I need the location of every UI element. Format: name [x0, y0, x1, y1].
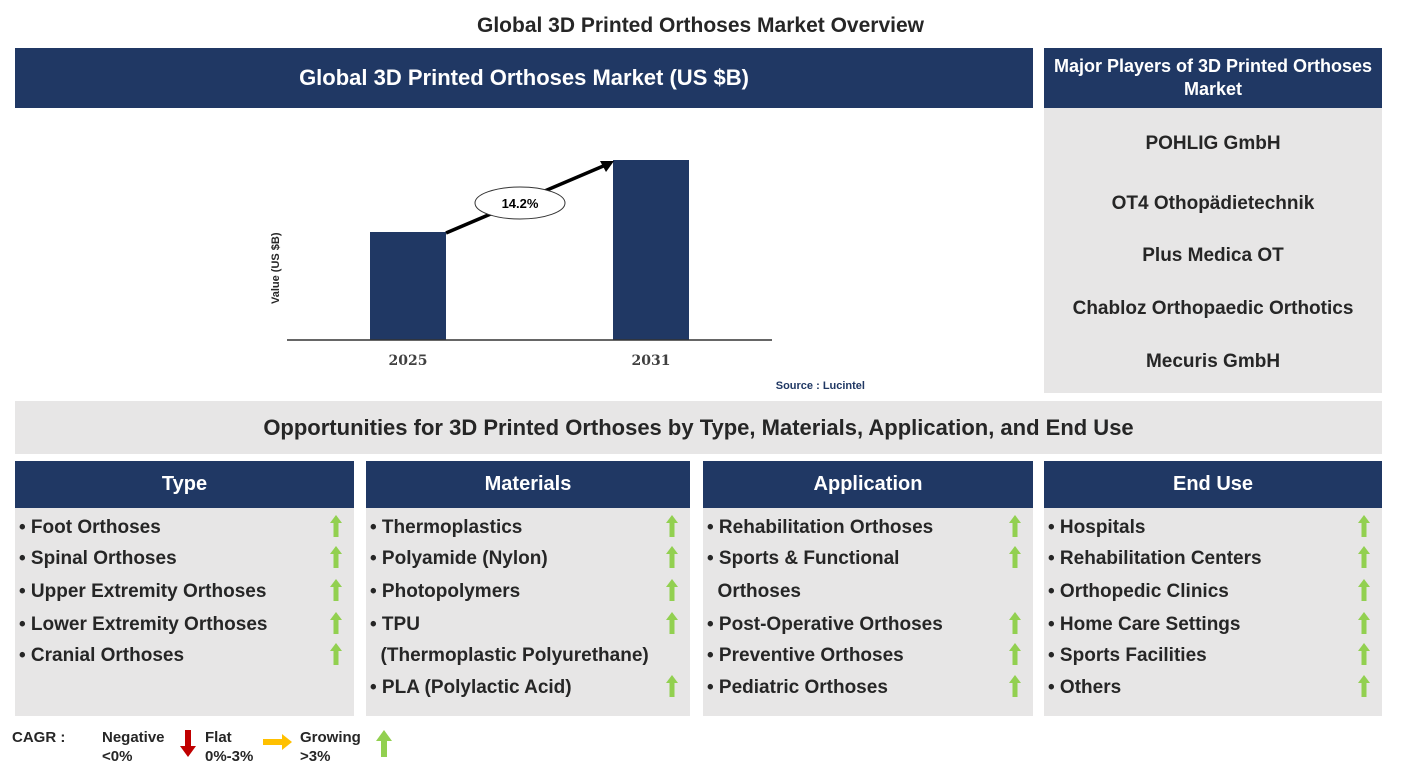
- player-item: Plus Medica OT: [1142, 245, 1284, 266]
- list-item: • Cranial Orthoses: [19, 645, 185, 666]
- green-up-arrow-icon: [1358, 612, 1370, 634]
- bar-2031: [613, 160, 689, 340]
- green-up-arrow-icon: [666, 612, 678, 634]
- player-item: POHLIG GmbH: [1145, 133, 1281, 154]
- column-header: End Use: [1044, 461, 1382, 508]
- chart-header: Global 3D Printed Orthoses Market (US $B…: [15, 48, 1033, 108]
- list-item: • Others: [1048, 677, 1122, 698]
- column-header: Application: [703, 461, 1033, 508]
- growth-arrowhead: [600, 161, 614, 172]
- column-body: • Foot Orthoses • Spinal Orthoses • Upper …: [15, 508, 354, 716]
- list-item: • Sports Facilities: [1048, 645, 1207, 666]
- green-up-arrow-icon: [1358, 643, 1370, 665]
- green-up-arrow-icon: [666, 675, 678, 697]
- legend-flat: Flat 0%-3%: [205, 728, 253, 766]
- legend-flat-label: Flat: [205, 729, 232, 746]
- list-item: Orthoses: [707, 581, 801, 602]
- green-up-arrow-icon: [666, 546, 678, 568]
- green-up-arrow-icon: [1009, 612, 1021, 634]
- list-item: • TPU: [370, 614, 420, 635]
- page-title: Global 3D Printed Orthoses Market Overvi…: [477, 14, 924, 37]
- green-up-arrow-icon: [330, 515, 342, 537]
- green-up-arrow-icon: [330, 546, 342, 568]
- column-header: Materials: [366, 461, 690, 508]
- column-header: Type: [15, 461, 354, 508]
- list-item: • Spinal Orthoses: [19, 548, 177, 569]
- bar-chart: Value (US $B) 2025 2031 14.2% Source : Lu…: [270, 160, 865, 392]
- green-up-arrow-icon: [666, 579, 678, 601]
- red-down-arrow-icon: [180, 730, 196, 757]
- list-item: • Photopolymers: [370, 581, 521, 602]
- green-up-arrow-icon: [1358, 579, 1370, 601]
- cagr-label: 14.2%: [502, 196, 539, 211]
- green-up-arrow-icon: [376, 730, 392, 757]
- list-item: • Pediatric Orthoses: [707, 677, 888, 698]
- list-item: • PLA (Polylactic Acid): [370, 677, 572, 698]
- x-tick-label: 2025: [389, 353, 428, 369]
- green-up-arrow-icon: [1009, 515, 1021, 537]
- legend-flat-range: 0%-3%: [205, 748, 254, 765]
- player-item: Chabloz Orthopaedic Orthotics: [1072, 298, 1354, 319]
- green-up-arrow-icon: [1009, 546, 1021, 568]
- legend-growing: Growing >3%: [300, 728, 361, 766]
- list-item: • Home Care Settings: [1048, 614, 1241, 635]
- column-body: • Rehabilitation Orthoses • Sports & Func…: [703, 508, 1033, 716]
- list-item: • Hospitals: [1048, 517, 1146, 538]
- green-up-arrow-icon: [1009, 675, 1021, 697]
- legend-negative: Negative <0%: [102, 728, 165, 766]
- legend-negative-label: Negative: [102, 729, 165, 746]
- player-item: Mecuris GmbH: [1145, 351, 1281, 372]
- green-up-arrow-icon: [1358, 675, 1370, 697]
- yellow-right-arrow-icon: [263, 734, 292, 750]
- green-up-arrow-icon: [330, 579, 342, 601]
- bar-2025: [370, 232, 446, 340]
- legend-growing-range: >3%: [300, 748, 331, 765]
- list-item: • Lower Extremity Orthoses: [19, 614, 268, 635]
- green-up-arrow-icon: [666, 515, 678, 537]
- column-body: • Thermoplastics • Polyamide (Nylon) • Pho…: [366, 508, 690, 716]
- list-item: • Sports & Functional: [707, 548, 900, 569]
- player-item: OT4 Othopädietechnik: [1111, 193, 1315, 214]
- source-label: Source : Lucintel: [776, 380, 865, 392]
- list-item: • Rehabilitation Orthoses: [707, 517, 934, 538]
- legend-growing-label: Growing: [300, 729, 361, 746]
- list-item: • Orthopedic Clinics: [1048, 581, 1229, 602]
- x-tick-label: 2031: [632, 353, 671, 369]
- legend-cagr-label: CAGR :: [12, 729, 66, 746]
- players-panel: POHLIG GmbH OT4 Othopädietechnik Plus Me…: [1044, 108, 1382, 393]
- legend-negative-range: <0%: [102, 748, 133, 765]
- opportunities-title: Opportunities for 3D Printed Orthoses by…: [15, 401, 1382, 454]
- list-item: • Preventive Orthoses: [707, 645, 904, 666]
- column-body: • Hospitals • Rehabilitation Centers • Ort…: [1044, 508, 1382, 716]
- green-up-arrow-icon: [330, 643, 342, 665]
- list-item: • Foot Orthoses: [19, 517, 161, 538]
- list-item: • Post-Operative Orthoses: [707, 614, 943, 635]
- y-axis-label: Value (US $B): [270, 232, 282, 304]
- green-up-arrow-icon: [1358, 515, 1370, 537]
- green-up-arrow-icon: [330, 612, 342, 634]
- list-item: (Thermoplastic Polyurethane): [370, 645, 649, 666]
- list-item: • Upper Extremity Orthoses: [19, 581, 267, 602]
- green-up-arrow-icon: [1358, 546, 1370, 568]
- cagr-bubble: [474, 186, 566, 220]
- list-item: • Rehabilitation Centers: [1048, 548, 1262, 569]
- players-header: Major Players of 3D Printed Orthoses Mar…: [1044, 48, 1382, 108]
- list-item: • Thermoplastics: [370, 517, 523, 538]
- green-up-arrow-icon: [1009, 643, 1021, 665]
- list-item: • Polyamide (Nylon): [370, 548, 548, 569]
